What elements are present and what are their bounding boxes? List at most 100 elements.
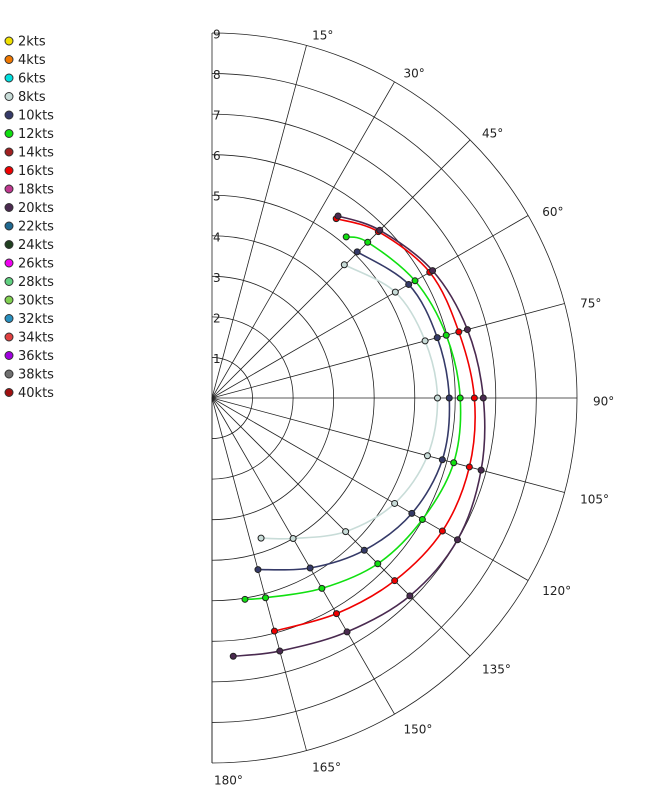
legend-marker [4, 203, 14, 212]
point [423, 452, 431, 460]
angle-tick-label: 15° [312, 28, 333, 42]
point [306, 564, 314, 572]
point [289, 534, 297, 542]
spoke [211, 397, 307, 751]
point [342, 528, 350, 536]
spoke [211, 303, 565, 399]
point [463, 326, 471, 334]
spoke [211, 397, 395, 715]
point [334, 212, 342, 220]
point [438, 456, 446, 464]
legend-label: 22kts [18, 220, 54, 235]
spoke [211, 215, 529, 399]
point [270, 627, 278, 635]
r-tick-label: 5 [213, 190, 221, 204]
series-line [274, 217, 476, 632]
spoke [211, 397, 529, 581]
legend-marker [4, 129, 14, 138]
angle-tick-label: 75° [580, 296, 601, 310]
legend-marker [4, 314, 14, 323]
point [364, 238, 372, 246]
r-tick-label: 7 [213, 109, 221, 123]
point [433, 334, 441, 342]
point [376, 226, 384, 234]
angle-tick-label: 30° [404, 66, 425, 80]
legend-marker [4, 36, 14, 46]
legend-label: 36kts [18, 349, 54, 364]
angle-tick-label: 90° [593, 395, 614, 409]
legend-marker [4, 388, 14, 397]
legend-label: 10kts [18, 109, 54, 124]
angle-tick-label: 180° [214, 774, 243, 788]
point [450, 459, 458, 467]
point [433, 394, 441, 402]
point [360, 546, 368, 554]
legend-label: 26kts [18, 257, 54, 272]
angle-tick-label: 120° [542, 584, 571, 598]
legend-marker [4, 258, 14, 268]
angle-tick-label: 135° [482, 662, 511, 676]
point [411, 277, 419, 285]
point [418, 515, 426, 523]
point [405, 280, 413, 288]
legend-marker [4, 351, 14, 360]
r-tick-label: 9 [213, 28, 221, 42]
spoke [211, 397, 565, 493]
legend-label: 20kts [18, 201, 54, 216]
point [340, 261, 348, 269]
point [406, 592, 414, 600]
legend-label: 16kts [18, 164, 54, 179]
legend-marker [4, 295, 14, 305]
point [276, 647, 284, 655]
point [445, 394, 453, 402]
legend-marker [4, 166, 14, 175]
point [391, 288, 399, 296]
legend-label: 30kts [18, 294, 54, 309]
point [318, 584, 326, 592]
point [254, 566, 262, 574]
legend-marker [4, 55, 14, 64]
legend-marker [4, 184, 14, 194]
legend-marker [4, 147, 14, 157]
r-tick-label: 3 [213, 271, 221, 285]
point [454, 536, 462, 544]
spoke [211, 397, 471, 657]
point [343, 628, 351, 636]
point [479, 394, 487, 402]
angle-tick-label: 45° [482, 127, 503, 141]
r-tick-label: 1 [213, 352, 221, 366]
legend-label: 12kts [18, 127, 54, 142]
point [257, 534, 265, 542]
legend-label: 40kts [18, 386, 54, 401]
point [438, 527, 446, 535]
r-tick-label: 4 [213, 230, 221, 244]
point [333, 610, 341, 618]
point [391, 499, 399, 507]
angle-tick-label: 60° [542, 205, 563, 219]
point [241, 595, 249, 603]
angle-tick-label: 165° [312, 761, 341, 775]
legend-label: 14kts [18, 146, 54, 161]
point [429, 267, 437, 275]
legend-label: 24kts [18, 238, 54, 253]
legend-label: 38kts [18, 368, 54, 383]
point [455, 328, 463, 336]
point [470, 394, 478, 402]
point [456, 394, 464, 402]
legend-marker [4, 240, 14, 249]
series-line [244, 236, 462, 601]
r-tick-label: 6 [213, 149, 221, 163]
point [421, 337, 429, 345]
point [229, 652, 237, 660]
legend-marker [4, 332, 14, 342]
series-line [261, 264, 439, 540]
legend-marker [4, 73, 14, 83]
legend-marker [4, 221, 14, 231]
spoke [211, 45, 307, 399]
point [391, 577, 399, 585]
legend-marker [4, 369, 14, 379]
point [342, 233, 350, 241]
legend-label: 2kts [18, 35, 46, 50]
legend-marker [4, 92, 14, 101]
